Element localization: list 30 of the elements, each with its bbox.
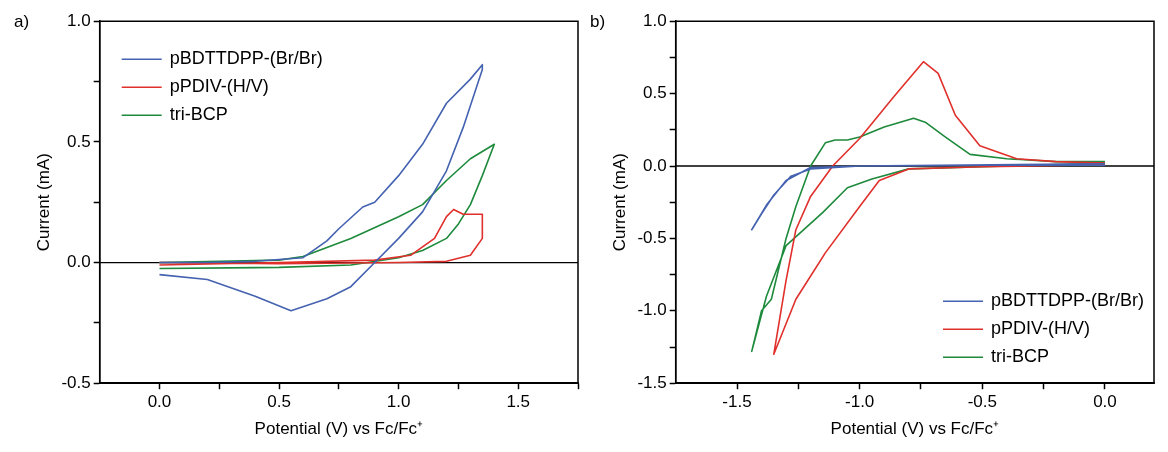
x-tick-label: -1.5 <box>722 392 752 412</box>
y-tick-label: 0.5 <box>643 83 667 103</box>
y-tick-label: 0.5 <box>67 131 91 151</box>
x-axis-title: Potential (V) vs Fc/Fc⁺ <box>254 419 424 439</box>
y-axis-title: Current (mA) <box>609 153 629 252</box>
x-tick-label: 1.0 <box>386 392 411 412</box>
y-tick-label: 1.0 <box>67 10 91 30</box>
y-axis-title: Current (mA) <box>33 153 53 252</box>
text: a) <box>14 12 30 32</box>
y-tick-label: -0.5 <box>637 228 667 248</box>
y-tick-label: -1.0 <box>637 300 667 320</box>
y-tick-label: 0.0 <box>643 155 667 175</box>
y-tick-label: 0.0 <box>67 252 91 272</box>
x-tick-label: -1.0 <box>845 392 875 412</box>
legend-label: pPDIV-(H/V) <box>991 318 1091 339</box>
x-tick-label: -0.5 <box>967 392 997 412</box>
legend-label: pPDIV-(H/V) <box>169 76 269 97</box>
y-tick-label: -0.5 <box>61 372 91 392</box>
x-axis-title: Potential (V) vs Fc/Fc⁺ <box>830 419 1000 439</box>
y-tick-label: 1.0 <box>643 10 667 30</box>
legend-label: pBDTTDPP-(Br/Br) <box>169 48 323 69</box>
legend-label: tri-BCP <box>169 104 228 125</box>
x-tick-label: 0.5 <box>267 392 291 412</box>
x-tick-label: 0.0 <box>1093 392 1117 412</box>
x-tick-label: 1.5 <box>506 392 531 412</box>
y-tick-label: -1.5 <box>637 372 667 392</box>
x-tick-label: 0.0 <box>147 392 172 412</box>
text: b) <box>590 12 606 32</box>
legend-label: tri-BCP <box>991 346 1049 367</box>
legend-label: pBDTTDPP-(Br/Br) <box>991 290 1144 311</box>
